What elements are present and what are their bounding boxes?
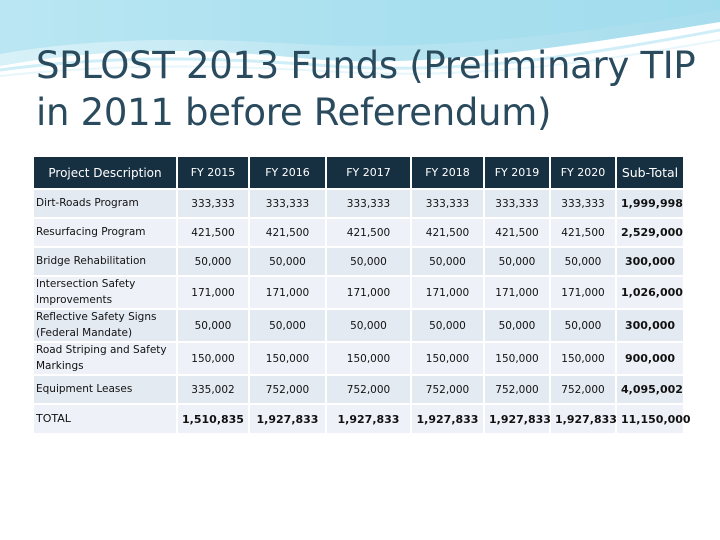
subtotal-cell: 1,999,998 bbox=[616, 189, 685, 219]
fy2015-cell: 50,000 bbox=[177, 247, 250, 277]
fy2019-cell: 50,000 bbox=[484, 309, 551, 343]
fy2020-cell: 50,000 bbox=[550, 247, 617, 277]
fy2016-cell: 333,333 bbox=[249, 189, 327, 219]
fy2018-cell: 50,000 bbox=[411, 309, 485, 343]
grand-total-cell: 11,150,000 bbox=[616, 404, 691, 435]
fy2019-cell: 333,333 bbox=[484, 189, 551, 219]
fy2018-cell: 421,500 bbox=[411, 218, 485, 248]
fy2018-cell: 333,333 bbox=[411, 189, 485, 219]
subtotal-cell: 900,000 bbox=[616, 342, 685, 376]
table-header-row: Project Description FY 2015 FY 2016 FY 2… bbox=[34, 157, 685, 190]
row-description: Dirt-Roads Program bbox=[34, 189, 178, 219]
fy2020-cell: 150,000 bbox=[550, 342, 617, 376]
column-header-project-description: Project Description bbox=[34, 157, 178, 190]
fy2016-cell: 50,000 bbox=[249, 309, 327, 343]
column-header-fy2016: FY 2016 bbox=[249, 157, 327, 190]
row-description: Resurfacing Program bbox=[34, 218, 178, 248]
table-row-intersection-safety: Intersection Safety Improvements 171,000… bbox=[34, 276, 685, 310]
fy2017-cell: 421,500 bbox=[326, 218, 412, 248]
row-description: Road Striping and Safety Markings bbox=[34, 342, 178, 376]
fy2018-cell: 150,000 bbox=[411, 342, 485, 376]
fy2019-total-cell: 1,927,833 bbox=[484, 404, 551, 435]
row-description: Equipment Leases bbox=[34, 375, 178, 405]
table-row-road-striping: Road Striping and Safety Markings 150,00… bbox=[34, 342, 685, 376]
fy2019-cell: 150,000 bbox=[484, 342, 551, 376]
fy2017-cell: 150,000 bbox=[326, 342, 412, 376]
fy2020-cell: 421,500 bbox=[550, 218, 617, 248]
fy2020-cell: 50,000 bbox=[550, 309, 617, 343]
fy2018-cell: 752,000 bbox=[411, 375, 485, 405]
fy2017-cell: 752,000 bbox=[326, 375, 412, 405]
column-header-fy2015: FY 2015 bbox=[177, 157, 250, 190]
fy2019-cell: 752,000 bbox=[484, 375, 551, 405]
table-row-reflective-signs: Reflective Safety Signs (Federal Mandate… bbox=[34, 309, 685, 343]
fy2016-total-cell: 1,927,833 bbox=[249, 404, 327, 435]
column-header-fy2019: FY 2019 bbox=[484, 157, 551, 190]
fy2019-cell: 50,000 bbox=[484, 247, 551, 277]
fy2015-cell: 335,002 bbox=[177, 375, 250, 405]
fy2015-cell: 150,000 bbox=[177, 342, 250, 376]
fy2017-cell: 50,000 bbox=[326, 247, 412, 277]
fy2015-cell: 421,500 bbox=[177, 218, 250, 248]
table-row-bridge-rehabilitation: Bridge Rehabilitation 50,000 50,000 50,0… bbox=[34, 247, 685, 277]
column-header-subtotal: Sub-Total bbox=[616, 157, 685, 190]
subtotal-cell: 4,095,002 bbox=[616, 375, 685, 405]
fy2020-cell: 333,333 bbox=[550, 189, 617, 219]
total-label: TOTAL bbox=[34, 404, 178, 435]
fy2020-total-cell: 1,927,833 bbox=[550, 404, 617, 435]
fy2017-cell: 50,000 bbox=[326, 309, 412, 343]
subtotal-cell: 300,000 bbox=[616, 247, 685, 277]
table-row-dirt-roads: Dirt-Roads Program 333,333 333,333 333,3… bbox=[34, 189, 685, 219]
fy2015-total-cell: 1,510,835 bbox=[177, 404, 250, 435]
fy2018-total-cell: 1,927,833 bbox=[411, 404, 485, 435]
fy2015-cell: 50,000 bbox=[177, 309, 250, 343]
fy2015-cell: 171,000 bbox=[177, 276, 250, 310]
fy2016-cell: 50,000 bbox=[249, 247, 327, 277]
fy2019-cell: 421,500 bbox=[484, 218, 551, 248]
column-header-fy2018: FY 2018 bbox=[411, 157, 485, 190]
funds-table: Project Description FY 2015 FY 2016 FY 2… bbox=[34, 157, 691, 435]
row-description: Intersection Safety Improvements bbox=[34, 276, 178, 310]
table-row-equipment-leases: Equipment Leases 335,002 752,000 752,000… bbox=[34, 375, 685, 405]
slide-title: SPLOST 2013 Funds (Preliminary TIP in 20… bbox=[36, 44, 696, 134]
subtotal-cell: 1,026,000 bbox=[616, 276, 685, 310]
fy2017-cell: 333,333 bbox=[326, 189, 412, 219]
column-header-fy2017: FY 2017 bbox=[326, 157, 412, 190]
fy2020-cell: 171,000 bbox=[550, 276, 617, 310]
fy2016-cell: 421,500 bbox=[249, 218, 327, 248]
fy2018-cell: 171,000 bbox=[411, 276, 485, 310]
column-header-fy2020: FY 2020 bbox=[550, 157, 617, 190]
fy2017-total-cell: 1,927,833 bbox=[326, 404, 412, 435]
fy2016-cell: 150,000 bbox=[249, 342, 327, 376]
fy2020-cell: 752,000 bbox=[550, 375, 617, 405]
fy2018-cell: 50,000 bbox=[411, 247, 485, 277]
fy2017-cell: 171,000 bbox=[326, 276, 412, 310]
table-row-total: TOTAL 1,510,835 1,927,833 1,927,833 1,92… bbox=[34, 404, 691, 435]
fy2019-cell: 171,000 bbox=[484, 276, 551, 310]
decorative-wave-banner bbox=[0, 0, 720, 77]
fy2015-cell: 333,333 bbox=[177, 189, 250, 219]
subtotal-cell: 300,000 bbox=[616, 309, 685, 343]
table-row-resurfacing: Resurfacing Program 421,500 421,500 421,… bbox=[34, 218, 685, 248]
subtotal-cell: 2,529,000 bbox=[616, 218, 685, 248]
row-description: Bridge Rehabilitation bbox=[34, 247, 178, 277]
fy2016-cell: 752,000 bbox=[249, 375, 327, 405]
row-description: Reflective Safety Signs (Federal Mandate… bbox=[34, 309, 178, 343]
fy2016-cell: 171,000 bbox=[249, 276, 327, 310]
